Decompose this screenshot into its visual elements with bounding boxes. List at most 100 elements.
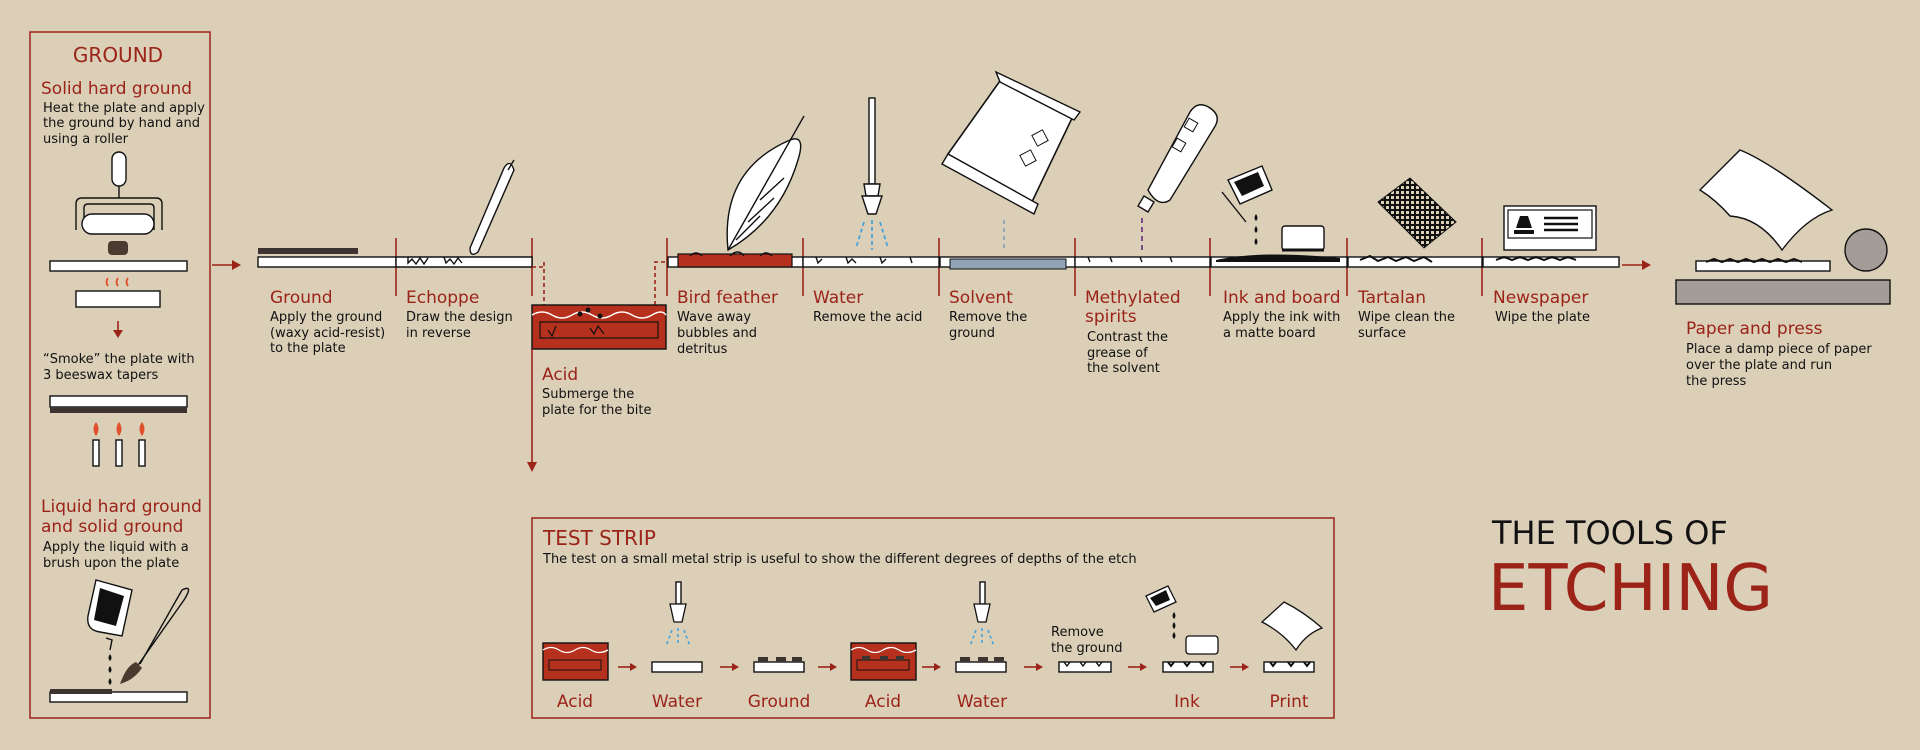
matte-board-icon [1281,225,1325,252]
title-line-1: THE TOOLS OF [1491,514,1728,552]
echoppe-plate-icon [395,256,533,268]
hot-plate-icon [75,290,161,308]
ts-arrows [618,663,1249,671]
step-spirits-label: Methylated [1085,288,1181,308]
liquid-bottle-icon [87,579,133,685]
smoke-desc-2: 3 beeswax tapers [43,368,159,383]
liquid-ground-title-2: and solid ground [41,517,183,537]
smoke-desc-1: “Smoke” the plate with [43,352,195,367]
tartalan-cloth-icon [1377,177,1457,249]
step-spirits-label: spirits [1085,307,1137,327]
step-press-label: Paper and press [1686,319,1823,339]
ts-label: Ground [748,692,811,712]
spirits-plate-icon [1074,256,1211,268]
step-ink-desc: Apply the ink with [1223,310,1340,325]
ts-label: Acid [865,692,901,712]
roller-icon [75,151,163,255]
liquid-ground-title-1: Liquid hard ground [41,497,202,517]
solvent-plate-icon [939,256,1076,270]
ts-label: Water [957,692,1007,712]
ts-label: Water [652,692,702,712]
test-strip-frame [531,517,1335,719]
step-acid-desc: plate for the bite [542,403,652,418]
tapers-icon [92,422,146,467]
solvent-can-icon [941,70,1082,250]
test-strip-heading: TEST STRIP [542,526,656,550]
ts-remove-note-1: Remove [1051,625,1104,640]
step-acid-label: Acid [542,365,578,385]
step-solvent-label: Solvent [949,288,1013,308]
step-feather-desc: Wave away [677,310,751,325]
step-feather-desc: detritus [677,342,728,357]
step-ink-label: Ink and board [1223,288,1341,308]
acid-down-arrow-icon [527,349,537,472]
feather-plate-icon [667,251,804,268]
acid-bath-icon [531,304,667,350]
step-ink-desc: a matte board [1223,326,1316,341]
echoppe-icon [469,159,515,255]
water-dropper-icon [855,97,889,250]
newspaper-icon [1503,205,1597,251]
ts-acid-icon [542,642,609,681]
solid-ground-title: Solid hard ground [41,79,192,99]
brush-icon [120,587,190,684]
step-press-desc: Place a damp piece of paper [1686,342,1872,357]
ts-water2-icon [955,581,1007,673]
step-newspaper-label: Newspaper [1493,288,1588,308]
ts-print-icon [1260,601,1324,673]
step-labels: Ground Apply the ground (waxy acid-resis… [270,288,1872,418]
water-plate-icon [802,256,940,268]
liquid-ground-layer [50,689,112,694]
step-solvent-desc: Remove the [949,310,1027,325]
ts-acid2-icon [850,642,917,681]
ink-plate-icon [1210,254,1348,268]
arrow-to-press-icon [1622,260,1651,270]
arrow-right-icon [212,260,241,270]
ts-label: Ink [1174,692,1200,712]
solid-ground-desc-2: the ground by hand and [43,116,200,131]
step-ground-desc: to the plate [270,341,346,356]
ground-panel-heading: GROUND [73,43,163,67]
smoked-plate-icon [49,395,188,413]
step-echoppe-desc: Draw the design [406,310,513,325]
ts-labels: Acid Water Ground Acid Water Ink Print [557,692,1309,712]
ts-ink-icon [1145,585,1219,673]
step-tartalan-label: Tartalan [1357,288,1426,308]
step-spirits-desc: the solvent [1087,361,1160,376]
step-feather-desc: bubbles and [677,326,757,341]
step-tartalan-desc: surface [1358,326,1406,341]
step-ground-label: Ground [270,288,333,308]
ts-removed-plate-icon [1058,661,1112,673]
step-ground-desc: Apply the ground [270,310,382,325]
press-icon [1675,149,1891,305]
step-water-label: Water [813,288,863,308]
newspaper-plate-icon [1482,255,1620,268]
step-spirits-desc: grease of [1087,346,1148,361]
step-acid-desc: Submerge the [542,387,634,402]
arrow-down-icon [113,321,123,338]
title-line-2: ETCHING [1488,552,1773,626]
step-water-desc: Remove the acid [813,310,922,325]
spirits-bottle-icon [1137,104,1218,250]
step-echoppe-desc: in reverse [406,326,471,341]
tartalan-plate-icon [1347,254,1483,268]
test-strip-desc: The test on a small metal strip is usefu… [542,552,1137,567]
solid-ground-desc-1: Heat the plate and apply [43,101,205,116]
ts-ground-icon [753,657,805,673]
ts-remove-note-2: the ground [1051,641,1122,656]
ink-can-icon [1221,165,1273,245]
step-feather-label: Bird feather [677,288,778,308]
ts-label: Acid [557,692,593,712]
ts-water-icon [651,581,703,673]
ground-plate-icon [257,248,397,268]
liquid-ground-desc-2: brush upon the plate [43,556,179,571]
bird-feather-icon [726,115,805,252]
step-echoppe-label: Echoppe [406,288,479,308]
heat-icon [105,277,129,287]
step-newspaper-desc: Wipe the plate [1495,310,1590,325]
step-spirits-desc: Contrast the [1087,330,1168,345]
step-ground-desc: (waxy acid-resist) [270,326,385,341]
liquid-plate-icon [49,691,188,703]
liquid-ground-desc-1: Apply the liquid with a [43,540,189,555]
